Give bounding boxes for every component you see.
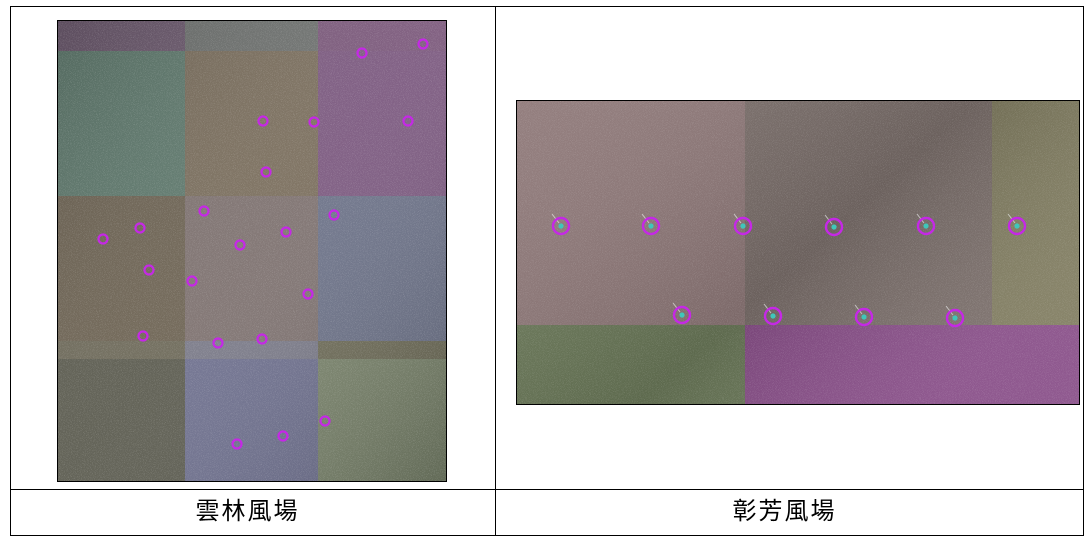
turbine-dot: [679, 312, 685, 318]
turbine-wake: [1007, 213, 1016, 224]
caption-yunlin: 雲林風場: [195, 496, 300, 525]
yunlin-sar-image: [57, 20, 447, 482]
turbine-dot: [861, 314, 867, 320]
turbine-wake: [763, 303, 772, 314]
turbine-marker: [641, 216, 661, 236]
turbine-marker: [231, 438, 243, 450]
turbine-dot: [740, 223, 746, 229]
turbine-marker: [319, 415, 331, 427]
figure-table: [10, 6, 1084, 536]
turbine-marker: [256, 333, 268, 345]
turbine-marker: [137, 330, 149, 342]
turbine-marker: [212, 337, 224, 349]
column-divider: [495, 7, 496, 535]
turbine-marker: [186, 275, 198, 287]
turbine-dot: [952, 315, 958, 321]
turbine-marker: [257, 115, 269, 127]
turbine-dot: [648, 223, 654, 229]
turbine-marker: [97, 233, 109, 245]
turbine-marker: [328, 209, 340, 221]
turbine-marker: [143, 264, 155, 276]
row-divider: [11, 489, 1083, 490]
turbine-marker: [356, 47, 368, 59]
turbine-marker: [824, 217, 844, 237]
turbine-marker: [854, 307, 874, 327]
turbine-wake: [854, 304, 863, 315]
turbine-marker: [1007, 216, 1027, 236]
turbine-marker: [763, 306, 783, 326]
turbine-marker: [308, 116, 320, 128]
turbine-marker: [417, 38, 429, 50]
turbine-dot: [831, 224, 837, 230]
turbine-marker: [234, 239, 246, 251]
turbine-marker: [672, 305, 692, 325]
turbine-dot: [1014, 223, 1020, 229]
changfang-sar-image: [516, 100, 1080, 405]
turbine-marker: [134, 222, 146, 234]
turbine-marker: [402, 115, 414, 127]
turbine-dot: [923, 223, 929, 229]
turbine-wake: [641, 213, 650, 224]
turbine-marker: [260, 166, 272, 178]
turbine-marker: [302, 288, 314, 300]
turbine-marker: [551, 216, 571, 236]
turbine-wake: [945, 305, 954, 316]
turbine-marker: [916, 216, 936, 236]
turbine-marker: [945, 308, 965, 328]
turbine-wake: [824, 214, 833, 225]
turbine-marker: [280, 226, 292, 238]
turbine-wake: [672, 302, 681, 313]
turbine-wake: [551, 213, 560, 224]
turbine-dot: [558, 223, 564, 229]
turbine-wake: [916, 213, 925, 224]
turbine-marker: [198, 205, 210, 217]
turbine-dot: [770, 313, 776, 319]
turbine-wake: [733, 213, 742, 224]
caption-changfang: 彰芳風場: [732, 496, 837, 525]
turbine-marker: [277, 430, 289, 442]
turbine-marker: [733, 216, 753, 236]
